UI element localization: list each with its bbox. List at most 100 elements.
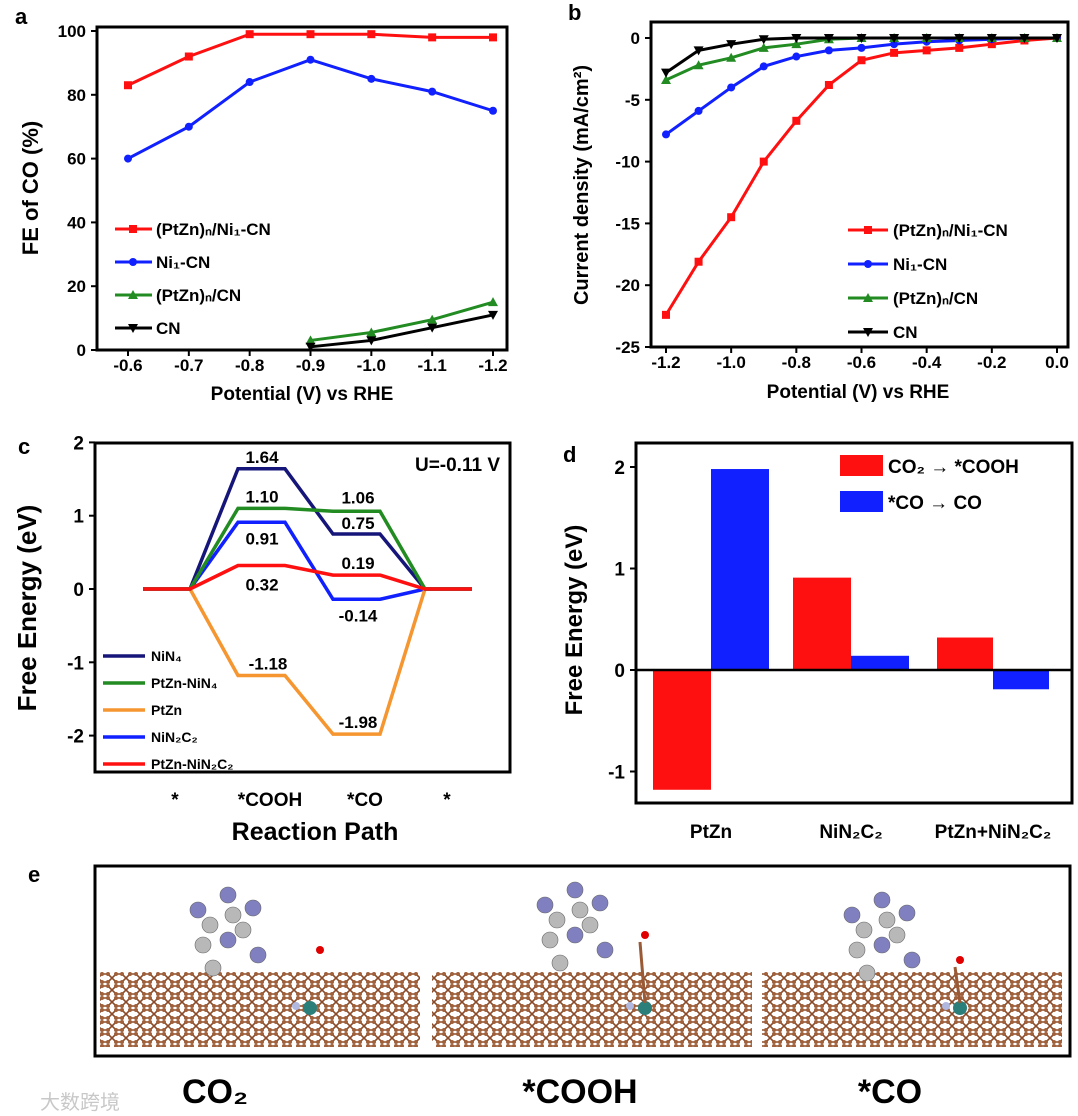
square-marker [129,225,137,233]
circle-marker [792,52,801,61]
triangle-down-marker [954,34,965,43]
pt-atom [541,931,559,949]
triangle-down-marker [1052,34,1062,43]
zn-atom [536,896,554,914]
data-label-c: -1.98 [339,713,378,732]
pt-atom [581,916,599,934]
graphene-lattice [762,972,1062,1047]
n-atom [942,1002,950,1010]
square-marker [759,157,768,166]
circle-marker [428,87,437,96]
triangle-down-marker [488,310,498,320]
legend-label-b: CN [893,323,918,342]
pt-atom [551,954,569,972]
y-axis-label-a: FE of CO (%) [18,121,43,255]
panel-letter-a: a [15,4,28,29]
y-tick-label-c: 2 [73,433,84,454]
zn-atom [873,936,891,954]
x-category-label-c: * [171,790,179,811]
y-tick-label-b: -10 [615,153,640,172]
series-b-2 [661,33,1062,302]
triangle-up-marker [128,290,138,299]
bar-1-0 [711,469,769,670]
pt-atom [848,941,866,959]
x-category-label-c: *COOH [238,790,302,811]
zn-atom [189,901,207,919]
triangle-down-marker [427,323,438,333]
triangle-up-marker [366,327,377,337]
square-marker [727,213,736,222]
pt-atom [855,921,873,939]
pt-atom [194,936,212,954]
square-marker [306,30,315,39]
series-line [310,313,494,349]
triangle-up-marker [305,335,316,345]
triangle-down-marker [889,34,900,43]
triangle-down-marker [661,68,671,78]
graphene-lattice [432,972,752,1047]
triangle-down-marker [758,35,769,45]
bar-0-0 [653,670,711,790]
legend-label-c: NiN₂C₂ [151,729,198,745]
zn-atom [873,891,891,909]
legend-label-a: (PtZn)ₙ/CN [156,286,241,305]
data-label-c: 0.91 [245,529,278,548]
triangle-down-marker [791,34,802,43]
x-tick-label-b: -0.8 [782,353,811,372]
x-category-label-c: *CO [347,790,383,811]
slab-structure-2 [762,891,1062,1047]
x-tick-label-b: 0.0 [1045,353,1069,372]
square-marker [792,116,801,125]
zn-atom [566,926,584,944]
y-axis-label-d: Free Energy (eV) [561,525,588,716]
circle-marker [890,40,899,49]
adsorbate-bond [638,941,647,1004]
x-tick-label-a: -1.0 [357,356,386,375]
triangle-up-marker [488,297,498,307]
square-marker [184,52,193,61]
legend-label-d: *CO → CO [888,493,982,514]
zn-atom [596,941,614,959]
x-tick-label-b: -0.2 [977,353,1006,372]
x-axis-label-a: Potential (V) vs RHE [211,384,394,405]
triangle-down-marker [693,46,704,56]
data-label-c: -1.18 [249,654,288,673]
slab-structure-1 [432,881,752,1047]
zn-atom [219,886,237,904]
energy-path-0 [143,467,472,591]
square-marker [694,257,703,266]
adsorbate-bond [953,966,962,1004]
triangle-down-marker [366,336,377,346]
plot-frame-d [634,441,1074,805]
y-tick-label-d: 1 [614,560,625,581]
pt-atom [858,964,876,982]
n-atom [626,1002,634,1010]
legend-label-a: CN [156,319,181,338]
square-marker [824,80,833,89]
plot-frame-a [95,25,509,352]
data-label-c: 1.06 [341,488,374,507]
x-tick-label-a: -1.1 [418,356,447,375]
zn-atom [244,899,262,917]
legend-label-c: PtZn-NiN₂C₂ [151,756,233,772]
triangle-up-marker [726,52,737,62]
triangle-up-marker [863,293,873,302]
structure-label-0: CO₂ [182,1073,248,1111]
y-axis-label-b: Current density (mA/cm²) [571,65,593,305]
x-category-label-d: NiN₂C₂ [819,822,882,843]
y-tick-label-a: 20 [67,277,86,296]
circle-marker [367,74,376,83]
ni-atom [953,1001,967,1015]
legend-label-d: CO₂ → *COOH [888,457,1019,478]
square-marker [864,226,872,234]
zn-atom [898,904,916,922]
data-label-c: 1.64 [245,448,279,467]
zn-atom [219,931,237,949]
oxygen-atom [641,931,649,939]
circle-marker [245,78,254,87]
circle-marker [489,106,497,115]
structure-label-1: *COOH [522,1073,637,1111]
square-marker [987,40,996,49]
x-tick-label-a: -0.8 [235,356,264,375]
